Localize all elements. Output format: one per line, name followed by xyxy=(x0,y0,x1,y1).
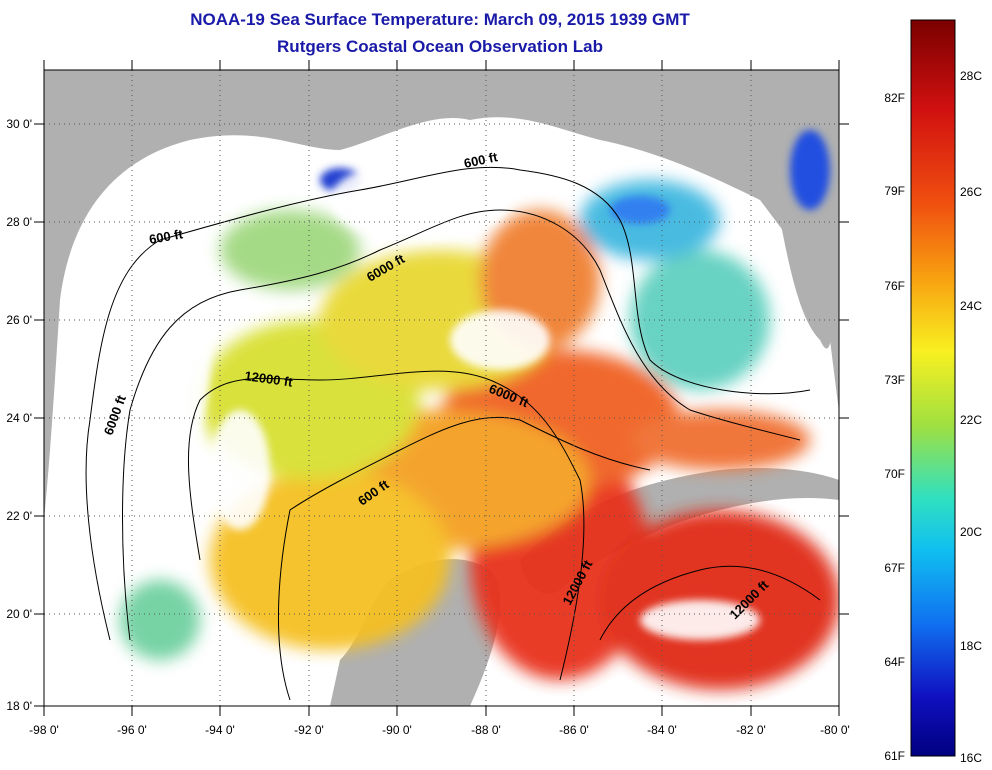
contour-12000ft-west xyxy=(188,370,585,681)
lat-label: 30 0' xyxy=(6,117,32,131)
cloud-south-east xyxy=(640,600,760,640)
colorbar-f-label: 70F xyxy=(884,467,905,481)
sst-florida-straits xyxy=(630,410,810,470)
lon-label: -82 0' xyxy=(736,723,766,737)
contour-12000ft-east xyxy=(599,565,821,641)
lon-label: -98 0' xyxy=(29,723,59,737)
bathymetry-contours xyxy=(85,166,821,701)
lon-label: -92 0' xyxy=(294,723,324,737)
graticule xyxy=(44,70,839,706)
lat-label: 26 0' xyxy=(6,313,32,327)
colorbar-c-label: 24C xyxy=(960,299,982,313)
colorbar-c-label: 18C xyxy=(960,639,982,653)
colorbar-c-label: 16C xyxy=(960,751,982,765)
colorbar-f-label: 79F xyxy=(884,184,905,198)
lon-label: -80 0' xyxy=(820,723,850,737)
cloud-west xyxy=(70,230,210,490)
colorbar-c-label: 22C xyxy=(960,413,982,427)
contour-6000ft xyxy=(122,209,801,641)
contour-600ft-north xyxy=(85,166,811,641)
colorbar-f-label: 67F xyxy=(884,561,905,575)
sst-north-shelf xyxy=(220,210,360,290)
colorbar-f-labels: 82F 79F 76F 73F 70F 67F 64F 61F xyxy=(884,91,905,763)
sst-bay-campeche xyxy=(210,470,450,650)
sst-warm-east xyxy=(600,510,839,690)
contour-label-12000ft-central: 12000 ft xyxy=(244,368,295,390)
lon-label: -96 0' xyxy=(117,723,147,737)
contour-label-600ft-west: 600 ft xyxy=(148,226,185,247)
cloud-west-mid xyxy=(210,410,270,530)
map-title: NOAA-19 Sea Surface Temperature: March 0… xyxy=(190,10,690,29)
yucatan-land xyxy=(330,559,501,706)
contour-600ft-campeche xyxy=(277,416,651,701)
lon-label: -94 0' xyxy=(205,723,235,737)
lon-label: -90 0' xyxy=(382,723,412,737)
colorbar-c-label: 28C xyxy=(960,69,982,83)
lat-label: 22 0' xyxy=(6,509,32,523)
latitude-labels: 30 0' 28 0' 26 0' 24 0' 22 0' 20 0' 18 0… xyxy=(6,117,32,713)
contour-label-600ft-north: 600 ft xyxy=(463,149,500,171)
map-frame xyxy=(43,69,840,707)
cloud-central xyxy=(450,310,550,370)
colorbar-f-label: 64F xyxy=(884,655,905,669)
cuba-land xyxy=(520,468,839,594)
longitude-labels: -98 0' -96 0' -94 0' -92 0' -90 0' -88 0… xyxy=(29,723,850,737)
lat-label: 20 0' xyxy=(6,607,32,621)
lon-label: -86 0' xyxy=(559,723,589,737)
sst-southwest-cool xyxy=(120,580,200,660)
lat-label: 24 0' xyxy=(6,411,32,425)
colorbar xyxy=(910,19,956,757)
lat-label: 18 0' xyxy=(6,699,32,713)
colorbar-c-labels: 28C 26C 24C 22C 20C 18C 16C xyxy=(960,69,982,765)
map-area: 600 ft 600 ft 6000 ft 6000 ft 12000 ft 6… xyxy=(44,70,839,706)
colorbar-f-label: 73F xyxy=(884,373,905,387)
colorbar-f-label: 82F xyxy=(884,91,905,105)
colorbar-c-label: 26C xyxy=(960,185,982,199)
lat-label: 28 0' xyxy=(6,215,32,229)
sst-cold-apalachee xyxy=(790,130,830,210)
axis-ticks xyxy=(34,60,849,716)
colorbar-c-label: 20C xyxy=(960,525,982,539)
cloud-north xyxy=(330,160,510,240)
colorbar-f-label: 61F xyxy=(884,749,905,763)
sst-cool-panhandle xyxy=(610,196,670,224)
map-subtitle: Rutgers Coastal Ocean Observation Lab xyxy=(277,37,603,56)
lon-label: -84 0' xyxy=(647,723,677,737)
lon-label: -88 0' xyxy=(471,723,501,737)
colorbar-f-label: 76F xyxy=(884,279,905,293)
